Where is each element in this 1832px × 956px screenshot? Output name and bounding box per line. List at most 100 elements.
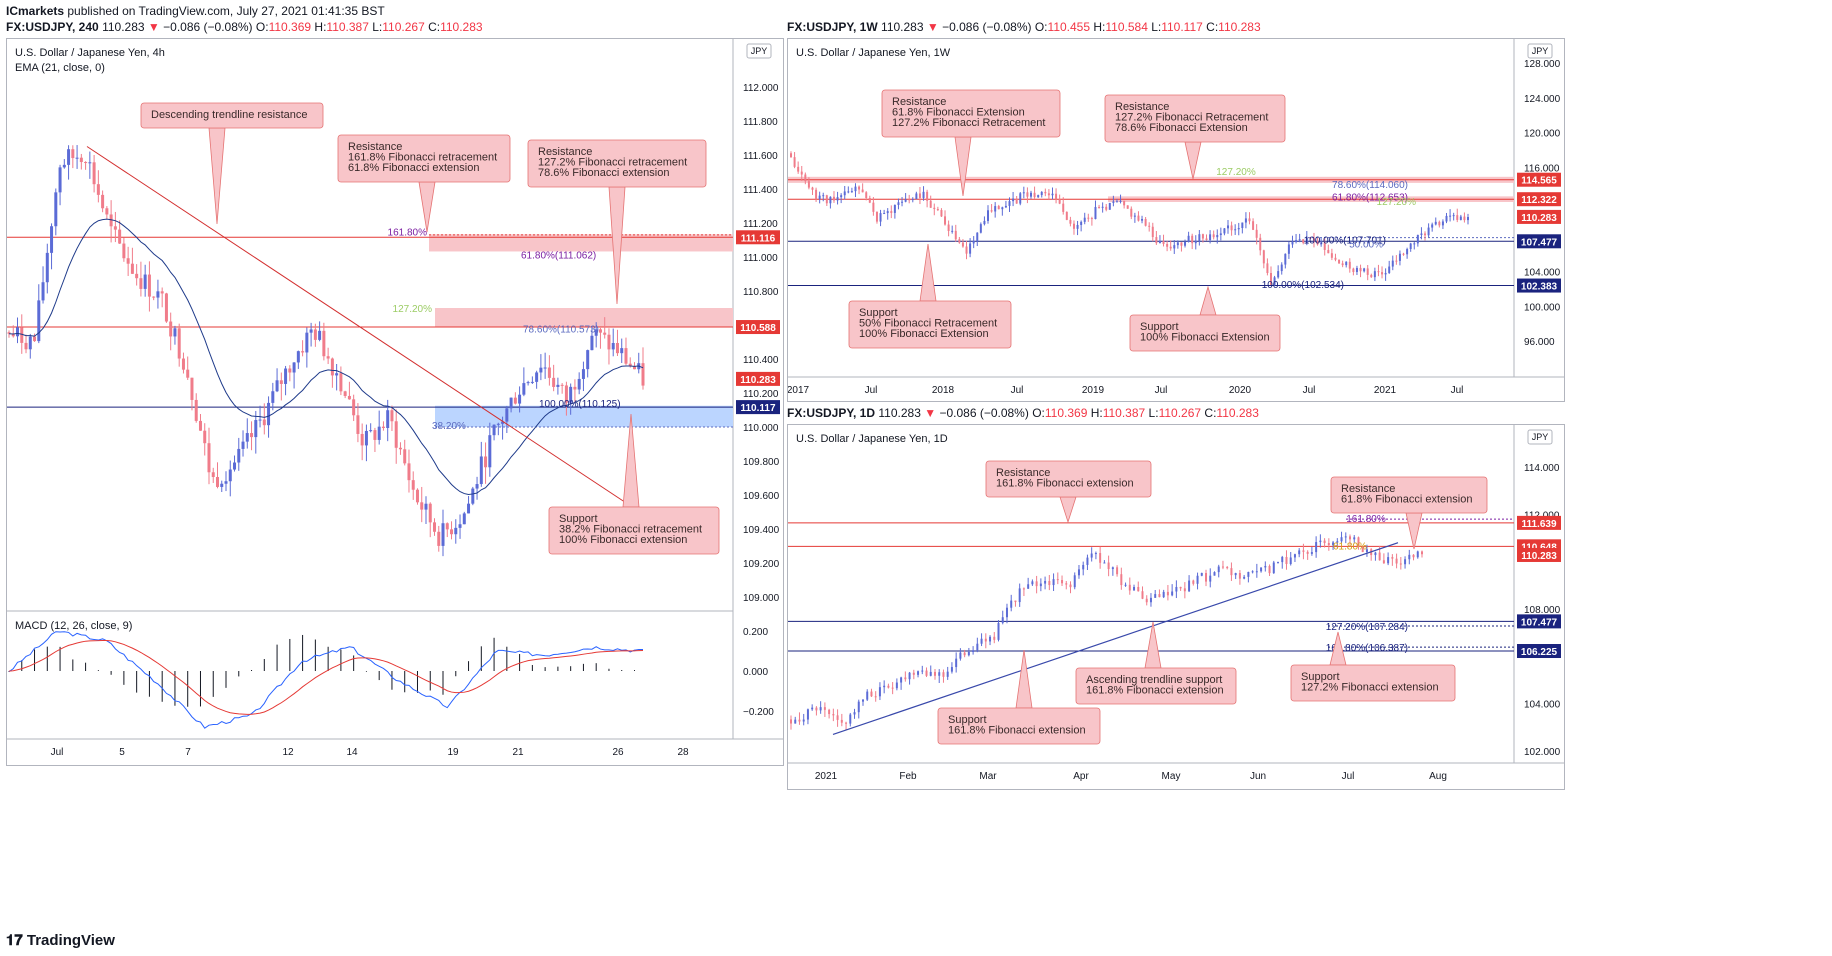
candle-body bbox=[513, 397, 517, 404]
candle-body bbox=[893, 204, 896, 213]
annotation-resistance-618-text: 61.8% Fibonacci Extension bbox=[892, 107, 1025, 119]
candle-body bbox=[1363, 268, 1366, 272]
candle-body bbox=[75, 157, 79, 159]
candle-body bbox=[198, 420, 202, 431]
candle-body bbox=[475, 484, 479, 489]
candle-body bbox=[994, 206, 997, 212]
candle-body bbox=[1027, 584, 1030, 589]
candle-body bbox=[875, 211, 878, 222]
candle-body bbox=[611, 342, 615, 350]
candle-body bbox=[1427, 227, 1430, 236]
candle-body bbox=[194, 399, 198, 421]
chart-1d[interactable]: U.S. Dollar / Japanese Yen, 1D JPY 114.000… bbox=[787, 424, 1565, 790]
candle-body bbox=[1315, 542, 1318, 553]
candle-body bbox=[292, 362, 296, 373]
candle-body bbox=[228, 469, 232, 482]
candle-body bbox=[428, 503, 432, 523]
macd-tick-label: 0.200 bbox=[743, 627, 768, 638]
annotation-ascending-trendline bbox=[1075, 667, 1237, 705]
y-tick-label: 109.400 bbox=[743, 525, 780, 536]
candle-body bbox=[1230, 225, 1233, 231]
candle-body bbox=[1082, 564, 1085, 570]
candle-body bbox=[364, 430, 368, 446]
candle-body bbox=[1175, 586, 1178, 592]
candle-body bbox=[1420, 233, 1423, 235]
fib-level-label: 127.20% bbox=[1377, 197, 1417, 208]
candle-body bbox=[972, 240, 975, 244]
candle-body bbox=[1359, 267, 1362, 272]
chart-title: U.S. Dollar / Japanese Yen, 4h bbox=[15, 47, 165, 59]
fib-level-label: 161.80% bbox=[388, 227, 428, 238]
candle-body bbox=[45, 252, 49, 283]
candle-body bbox=[313, 329, 317, 340]
candle-body bbox=[1200, 573, 1203, 576]
candle-body bbox=[925, 670, 928, 676]
candle-body bbox=[492, 424, 496, 436]
candle-body bbox=[556, 384, 560, 387]
candle-body bbox=[254, 420, 258, 438]
candle-body bbox=[1241, 222, 1244, 229]
candle-body bbox=[1284, 253, 1287, 265]
candle-body bbox=[1467, 217, 1469, 221]
annotation-support-1618 bbox=[937, 707, 1101, 745]
candle-body bbox=[825, 195, 828, 204]
annotation-resistance-618-text: Resistance bbox=[1341, 483, 1395, 495]
candle-body bbox=[1421, 551, 1423, 555]
candle-body bbox=[1298, 239, 1301, 241]
annotation-resistance-161 bbox=[337, 134, 511, 183]
candle-body bbox=[1287, 244, 1290, 254]
candle-body bbox=[1077, 569, 1080, 576]
candle-body bbox=[1449, 215, 1452, 217]
chart-4h[interactable]: U.S. Dollar / Japanese Yen, 4h EMA (21, c… bbox=[6, 38, 784, 766]
x-tick-label: 2020 bbox=[1229, 385, 1252, 396]
candle-body bbox=[1226, 567, 1229, 569]
candle-body bbox=[79, 157, 83, 163]
price-badge bbox=[736, 371, 780, 386]
candle-body bbox=[807, 181, 810, 188]
candle-body bbox=[1323, 242, 1326, 250]
candle-body bbox=[632, 366, 636, 370]
x-tick-label: 14 bbox=[346, 747, 358, 758]
annotation-resistance-618-text: 61.8% Fibonacci extension bbox=[1341, 494, 1472, 506]
annotation-support-100-pointer bbox=[1199, 285, 1217, 316]
candle-body bbox=[339, 373, 343, 392]
candle-body bbox=[1196, 575, 1199, 584]
candle-body bbox=[211, 472, 215, 477]
candle-body bbox=[1298, 550, 1301, 555]
change: −0.086 (−0.08%) bbox=[163, 20, 253, 34]
candle-body bbox=[866, 691, 869, 700]
annotation-resistance-161-text: 161.8% Fibonacci retracement bbox=[348, 152, 497, 164]
candle-body bbox=[1112, 201, 1115, 203]
chart-1w[interactable]: U.S. Dollar / Japanese Yen, 1W JPY 128.000… bbox=[787, 38, 1565, 402]
candle-body bbox=[890, 211, 893, 213]
candle-body bbox=[1456, 215, 1459, 220]
candle-body bbox=[1018, 588, 1021, 603]
candle-body bbox=[390, 410, 394, 422]
candle-body bbox=[547, 367, 551, 378]
candle-body bbox=[518, 394, 522, 404]
candle-body bbox=[1052, 579, 1055, 586]
candle-body bbox=[1264, 565, 1267, 568]
candle-body bbox=[870, 691, 873, 697]
candle-body bbox=[1111, 567, 1114, 570]
candle-body bbox=[793, 157, 796, 167]
candle-body bbox=[979, 224, 982, 233]
annotation-descending-trendline-text: Descending trendline resistance bbox=[151, 109, 308, 121]
candle-body bbox=[1130, 208, 1133, 217]
candle-body bbox=[1406, 249, 1409, 255]
candle-body bbox=[1272, 562, 1275, 574]
candle-body bbox=[415, 489, 419, 503]
annotation-support-50-text: 100% Fibonacci Extension bbox=[859, 328, 989, 340]
candle-body bbox=[24, 342, 28, 350]
macd-tick-label: −0.200 bbox=[743, 707, 774, 718]
candle-body bbox=[1056, 579, 1059, 581]
candle-body bbox=[815, 189, 818, 200]
candle-body bbox=[938, 672, 941, 676]
candle-body bbox=[933, 671, 936, 676]
candle-body bbox=[54, 192, 58, 227]
change: −0.086 (−0.08%) bbox=[942, 20, 1032, 34]
candle-body bbox=[874, 696, 877, 698]
annotation-support-100 bbox=[1129, 314, 1281, 352]
price-badge bbox=[736, 320, 780, 335]
candle-body bbox=[951, 230, 954, 232]
